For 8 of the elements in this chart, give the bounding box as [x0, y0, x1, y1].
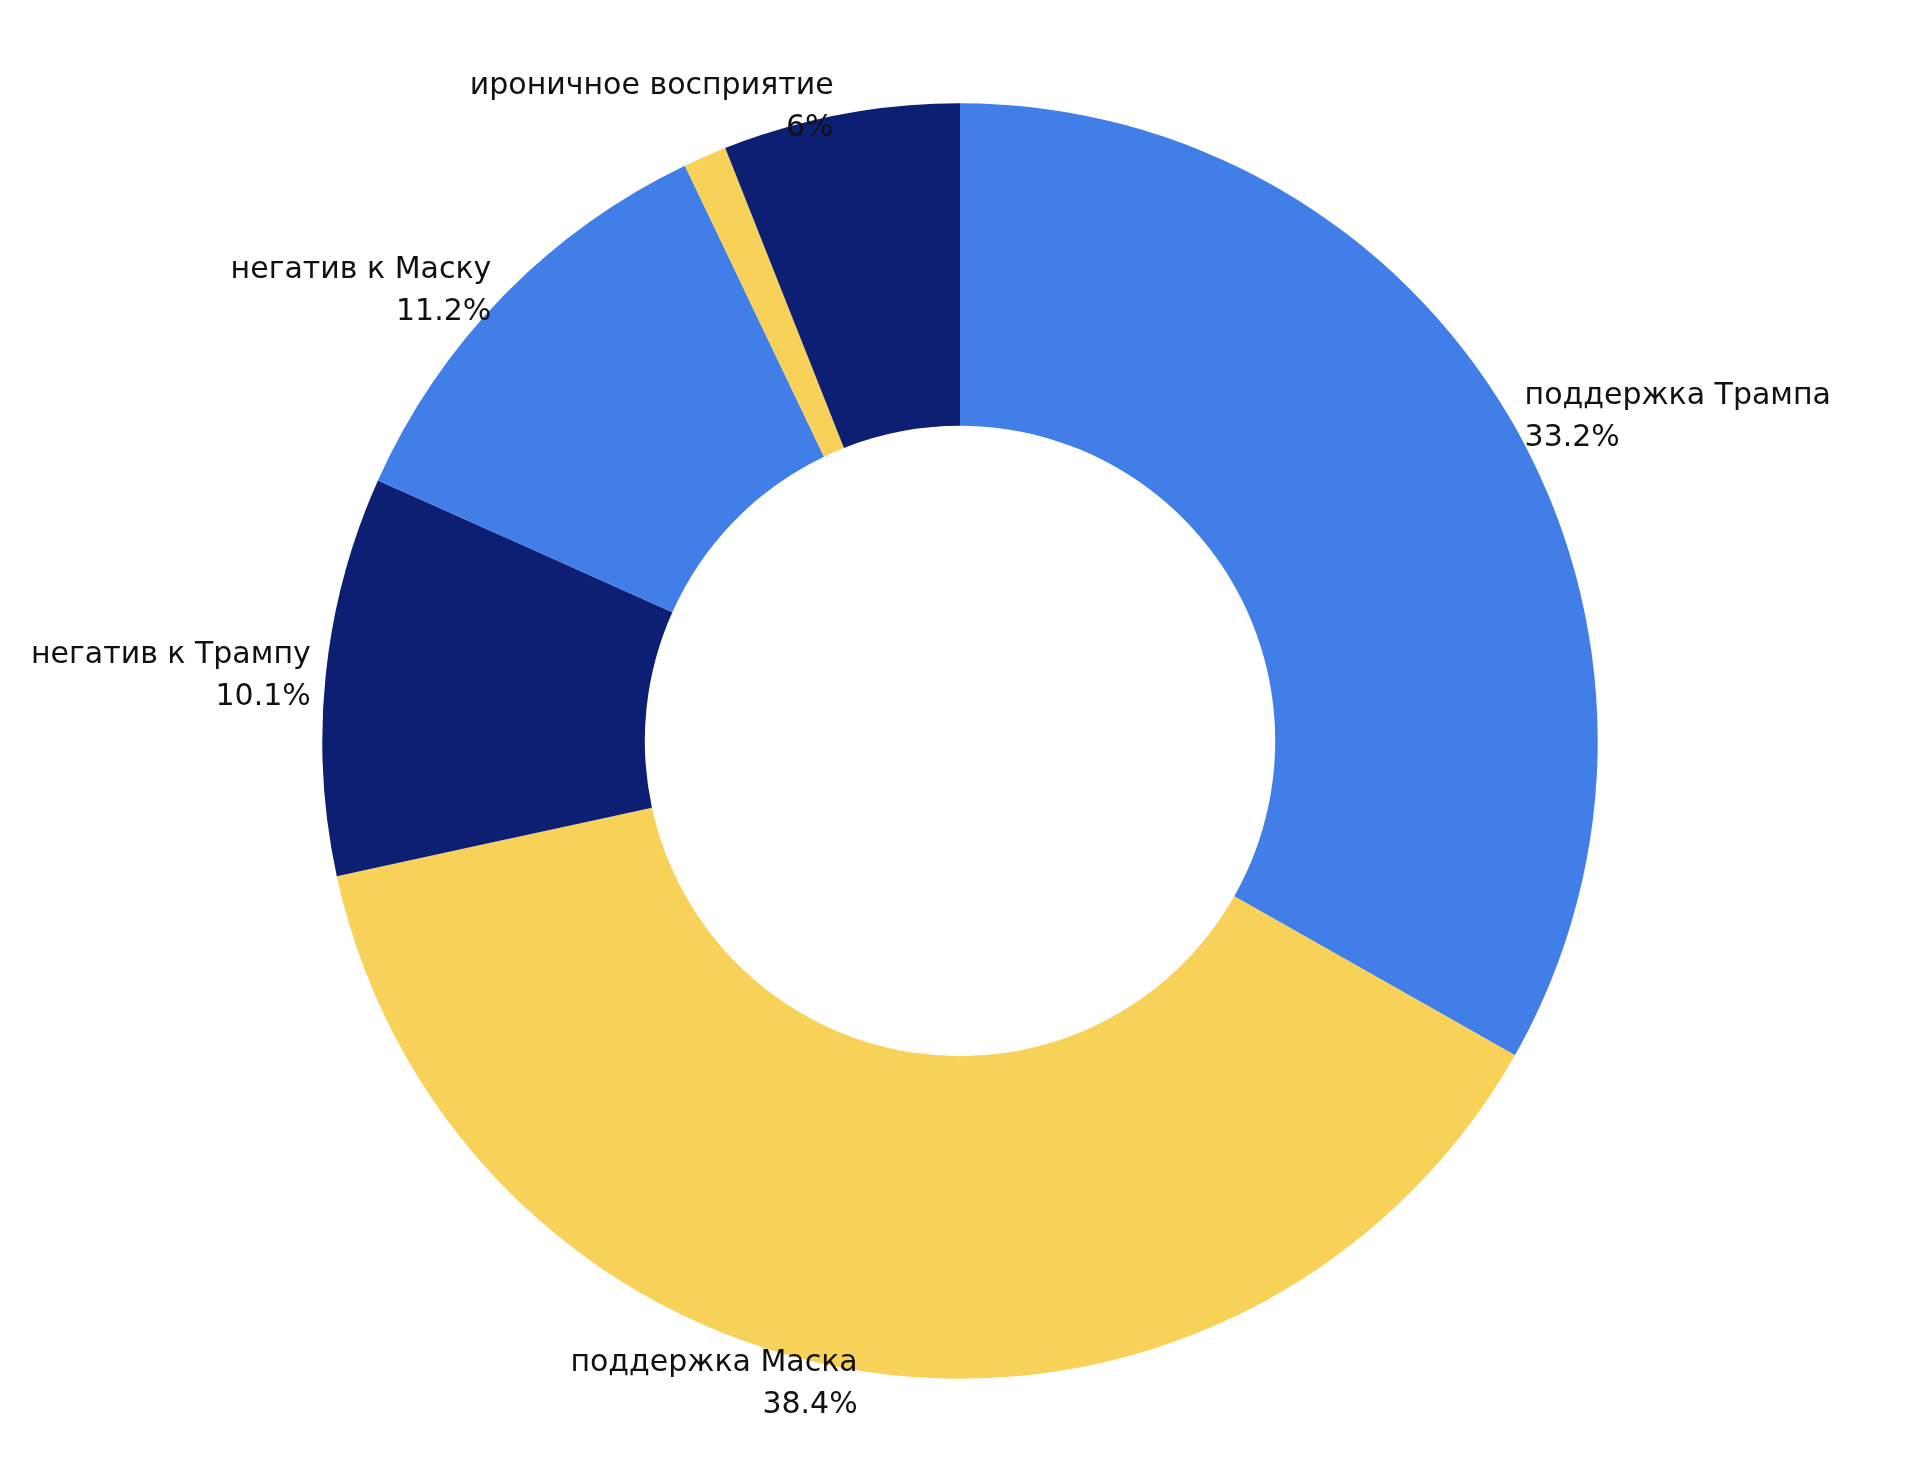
data-label: 11.2% — [395, 292, 492, 328]
slice-label: негатив к Маску — [230, 250, 492, 286]
slice-label: поддержка Трампа — [1524, 376, 1831, 412]
slice-label: ироничное восприятие — [469, 66, 834, 102]
data-label: 38.4% — [762, 1384, 858, 1420]
data-label: 33.2% — [1524, 418, 1620, 454]
data-label: 10.1% — [215, 677, 311, 713]
slice-label: негатив к Трампу — [30, 635, 311, 671]
